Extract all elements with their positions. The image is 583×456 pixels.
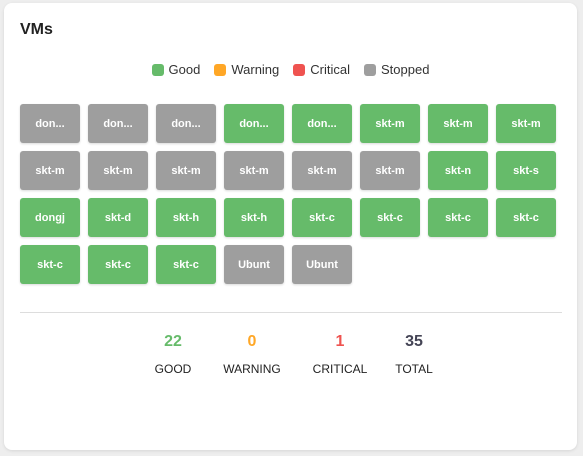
stats-summary: 22 GOOD 0 WARNING 1 CRITICAL 35 TOTAL: [143, 333, 449, 376]
vm-tile[interactable]: dongj: [20, 198, 80, 237]
vm-tile[interactable]: skt-c: [292, 198, 352, 237]
legend-label: Stopped: [381, 62, 430, 77]
stat-total: 35 TOTAL: [379, 333, 449, 376]
critical-swatch-icon: [293, 63, 306, 76]
vm-tile[interactable]: skt-m: [20, 151, 80, 190]
stat-critical-label: CRITICAL: [312, 362, 368, 376]
card-title: VMs: [20, 21, 53, 38]
legend-item-critical: Critical: [293, 62, 350, 77]
vm-tile[interactable]: skt-m: [224, 151, 284, 190]
vm-tile[interactable]: skt-m: [156, 151, 216, 190]
legend-label: Critical: [310, 62, 351, 77]
vm-tile[interactable]: skt-h: [224, 198, 284, 237]
vm-tile[interactable]: skt-c: [156, 245, 216, 284]
vm-tile[interactable]: skt-h: [156, 198, 216, 237]
stat-good-value: 22: [164, 333, 182, 350]
legend-label: Good: [168, 62, 201, 77]
vm-tile[interactable]: Ubunt: [292, 245, 352, 284]
stopped-swatch-icon: [364, 63, 377, 76]
vm-tile[interactable]: skt-c: [496, 198, 556, 237]
vm-tile[interactable]: skt-n: [428, 151, 488, 190]
vm-tile[interactable]: skt-c: [88, 245, 148, 284]
legend-item-good: Good: [151, 62, 201, 77]
stat-total-value: 35: [405, 333, 423, 350]
vm-grid: don... don... don... don... don... skt-m skt-m…: [20, 104, 556, 284]
vm-tile[interactable]: don...: [292, 104, 352, 143]
stat-total-label: TOTAL: [395, 362, 433, 376]
vm-tile[interactable]: skt-s: [496, 151, 556, 190]
vms-card: VMs Good Warning Critical Stopped don...…: [4, 3, 577, 450]
divider: [20, 312, 562, 313]
vm-tile[interactable]: don...: [156, 104, 216, 143]
vm-tile[interactable]: don...: [88, 104, 148, 143]
vm-tile[interactable]: skt-d: [88, 198, 148, 237]
legend-item-warning: Warning: [214, 62, 279, 77]
stat-warning: 0 WARNING: [203, 333, 301, 376]
stat-warning-label: WARNING: [223, 362, 281, 376]
warning-swatch-icon: [214, 63, 227, 76]
vm-tile[interactable]: skt-m: [292, 151, 352, 190]
stat-good-label: GOOD: [154, 362, 192, 376]
vm-tile[interactable]: skt-c: [360, 198, 420, 237]
vm-tile[interactable]: Ubunt: [224, 245, 284, 284]
stat-critical-value: 1: [335, 333, 345, 350]
stat-critical: 1 CRITICAL: [301, 333, 379, 376]
legend-item-stopped: Stopped: [364, 62, 429, 77]
vm-tile[interactable]: skt-c: [428, 198, 488, 237]
vm-tile[interactable]: skt-c: [20, 245, 80, 284]
vm-tile[interactable]: skt-m: [360, 151, 420, 190]
good-swatch-icon: [151, 63, 164, 76]
legend: Good Warning Critical Stopped: [4, 62, 577, 77]
vm-tile[interactable]: skt-m: [360, 104, 420, 143]
stat-warning-value: 0: [247, 333, 257, 350]
stat-good: 22 GOOD: [143, 333, 203, 376]
vm-tile[interactable]: skt-m: [428, 104, 488, 143]
vm-tile[interactable]: skt-m: [496, 104, 556, 143]
legend-label: Warning: [231, 62, 280, 77]
vm-tile[interactable]: don...: [224, 104, 284, 143]
vm-tile[interactable]: don...: [20, 104, 80, 143]
vm-tile[interactable]: skt-m: [88, 151, 148, 190]
